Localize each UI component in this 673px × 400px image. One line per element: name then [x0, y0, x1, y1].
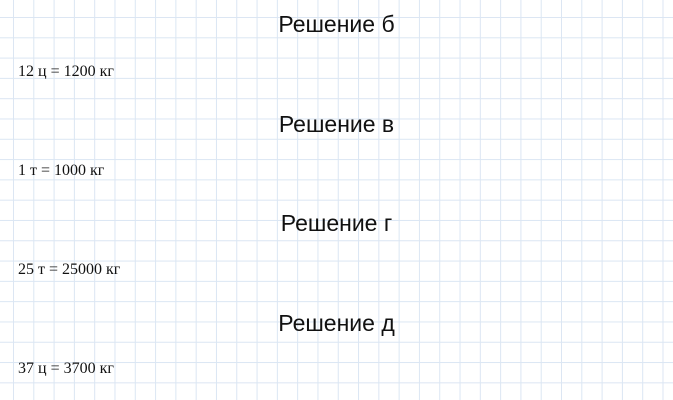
solution-line-v: 1 т = 1000 кг: [18, 162, 105, 179]
heading-d: Решение д: [278, 310, 395, 336]
heading-b: Решение б: [278, 11, 395, 37]
solution-line-b: 12 ц = 1200 кг: [18, 63, 114, 80]
solution-line-d: 37 ц = 3700 кг: [18, 360, 114, 377]
solution-line-g: 25 т = 25000 кг: [18, 261, 121, 278]
heading-g: Решение г: [280, 210, 393, 236]
heading-v: Решение в: [278, 111, 395, 137]
